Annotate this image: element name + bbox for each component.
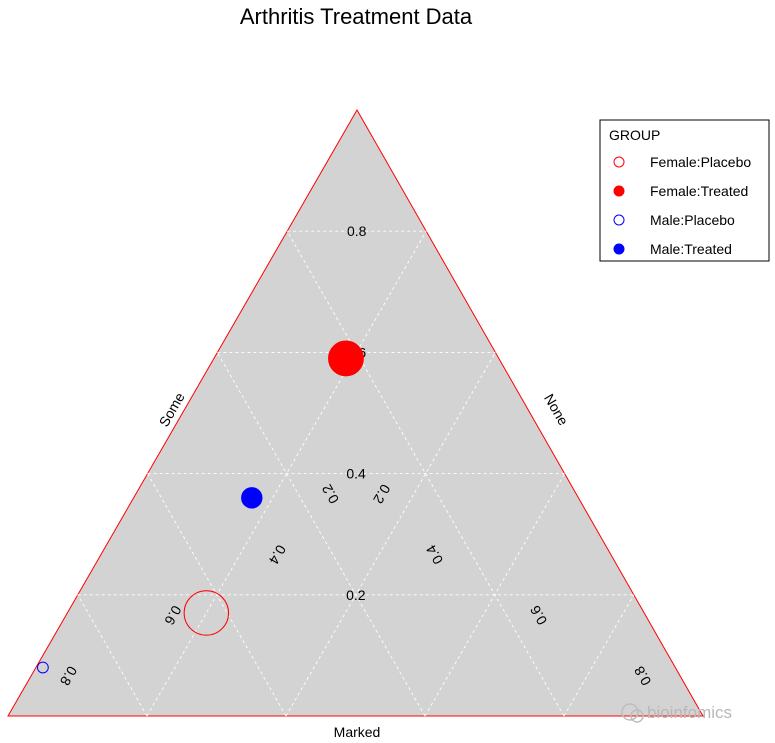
legend: GROUP Female:Placebo Female:Treated Male:Pl… — [599, 119, 770, 262]
point-female-treated — [328, 340, 364, 377]
data-points — [36, 340, 364, 674]
grid-line — [77, 594, 148, 717]
tick-label-center: 0.2 — [346, 587, 366, 603]
wechat-icon-bubble — [630, 709, 644, 723]
plot-area — [7, 108, 704, 717]
grid-line — [424, 473, 565, 717]
legend-symbol — [613, 243, 625, 255]
tick-label-center: 0.8 — [347, 223, 367, 239]
grid-line — [285, 352, 496, 717]
grid-line — [147, 473, 287, 717]
legend-symbol — [613, 214, 625, 226]
point-female-placebo — [183, 590, 230, 636]
watermark-text: bioinfomics — [647, 703, 732, 722]
legend-symbol — [613, 185, 625, 197]
legend-symbol — [613, 156, 625, 168]
legend-entry: Female:Placebo — [650, 154, 751, 170]
axis-label-right: None — [541, 391, 572, 428]
legend-box — [599, 119, 770, 262]
grid-line — [217, 352, 426, 717]
tick-label-center: 0.4 — [346, 466, 366, 482]
legend-title: GROUP — [609, 127, 660, 143]
legend-entry: Female:Treated — [650, 183, 748, 199]
wechat-icon — [621, 703, 639, 721]
point-male-treated — [241, 487, 263, 509]
legend-entry: Male:Treated — [650, 241, 732, 257]
watermark: bioinfomics — [621, 703, 732, 723]
grid-line — [563, 594, 635, 717]
chart-title: Arthritis Treatment Data — [240, 4, 473, 29]
point-male-placebo — [36, 661, 49, 674]
axis-label-bottom: Marked — [334, 724, 381, 740]
legend-entry: Male:Placebo — [650, 212, 735, 228]
